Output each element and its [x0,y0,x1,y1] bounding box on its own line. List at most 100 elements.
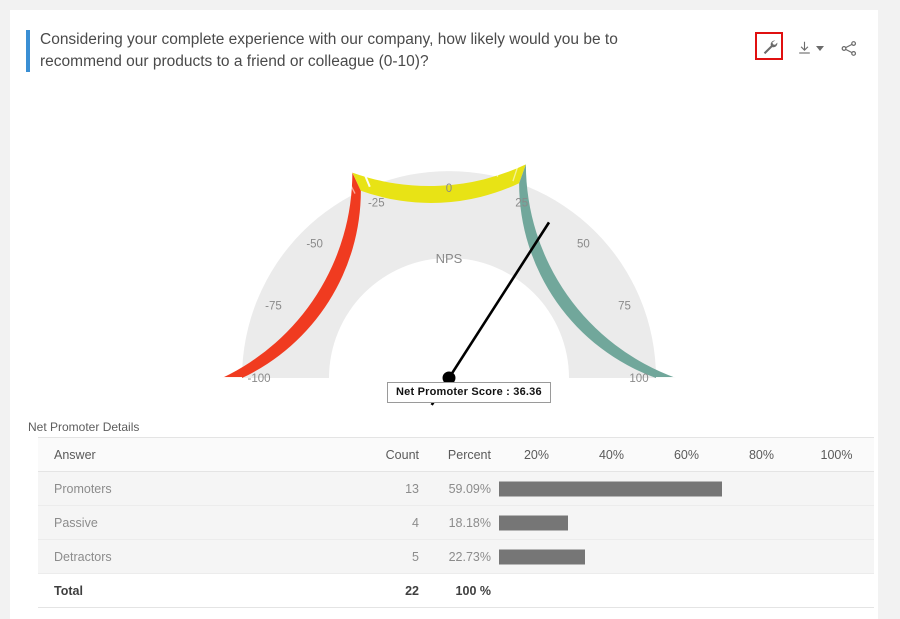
cell-answer: Passive [38,505,344,540]
gauge-tick [301,204,316,222]
details-label: Net Promoter Details [28,420,140,434]
gauge-tick [222,359,243,363]
column-header-count: Count [344,437,419,472]
gauge-needle-hub [442,371,456,385]
table-row: Detractors 5 22.73% [38,539,874,574]
gauge-promoter-band [519,164,676,378]
gauge-tick [255,258,273,271]
gauge-tick [480,153,486,174]
gauge-tick-label: -50 [306,239,323,251]
gauge-tick [238,290,259,300]
gauge-tick [655,359,676,363]
column-header-80: 80% [724,437,799,472]
gauge-tick [464,151,468,172]
gauge-tick [633,274,652,285]
percent-bar [499,549,585,564]
column-header-20: 20% [499,437,574,472]
gauge-tick [228,324,248,331]
gauge-svg: -100 -75 -50 -25 0 25 50 75 100 NPS [222,151,676,406]
gauge-tick [345,175,356,194]
question-header: Considering your complete experience wit… [10,10,878,88]
cell-bar [499,539,874,574]
download-icon [799,41,810,54]
table-row: Promoters 13 59.09% [38,471,874,506]
gauge-tick [287,216,304,233]
download-button[interactable] [797,32,824,62]
nps-gauge: -100 -75 -50 -25 0 25 50 75 100 NPS Net Promoter… [10,88,878,413]
gauge-tick [570,193,583,211]
gauge-tick [329,184,342,202]
cell-bar [499,505,874,540]
gauge-tick [542,175,553,194]
gauge-center-label: NPS [436,251,463,266]
gauge-tick [594,216,611,233]
table-row-total: Total 22 100 % [38,573,874,608]
gauge-tick [639,290,660,300]
gauge-tick [246,274,265,285]
cell-answer: Promoters [38,471,344,506]
cell-count: 13 [344,471,419,506]
cell-total-label: Total [38,573,344,608]
gauge-tick [582,204,597,222]
gauge-tick [430,151,434,172]
page-title: Considering your complete experience wit… [40,31,618,70]
share-button[interactable] [838,32,860,62]
column-header-answer: Answer [38,437,344,472]
gauge-tick [556,184,569,202]
gauge-tick [605,230,623,245]
report-card: Considering your complete experience wit… [10,10,878,619]
chart-toolbar [755,32,860,62]
percent-bar [499,515,568,530]
gauge-tick [395,157,402,177]
gauge-tick [361,167,371,188]
gauge-tick [378,161,386,182]
gauge-tick [224,341,245,347]
nps-details-table: Answer Count Percent 20% 40% 60% 80% 100… [38,437,874,608]
gauge-tick [616,244,634,257]
cell-total-percent: 100 % [419,573,499,608]
share-icon [841,40,857,56]
table-body: Promoters 13 59.09% Passive 4 18.18% Detractor… [38,471,874,608]
gauge-tick [650,324,670,331]
gauge-tick [412,153,418,174]
column-header-60: 60% [649,437,724,472]
table-row: Passive 4 18.18% [38,505,874,540]
gauge-tick-label: 75 [618,300,631,312]
gauge-tick-label: 25 [515,197,528,209]
gauge-tick-label: -100 [247,373,270,385]
gauge-tick [232,307,253,315]
gauge-tick [512,161,520,182]
cell-percent: 22.73% [419,539,499,574]
gauge-tick [315,193,328,211]
gauge-tick [527,167,537,188]
column-header-100: 100% [799,437,874,472]
gauge-value-tooltip: Net Promoter Score : 36.36 [387,382,551,403]
wrench-glyph [763,39,777,54]
gauge-tick [645,307,666,315]
gauge-passive-band [352,164,526,203]
gauge-tick [625,258,643,271]
cell-answer: Detractors [38,539,344,574]
accent-bar [26,30,30,72]
cell-bar [499,471,874,506]
gauge-tick-label: 0 [446,183,452,195]
cell-percent: 18.18% [419,505,499,540]
gauge-tick [496,157,503,177]
table-header: Answer Count Percent 20% 40% 60% 80% 100… [38,437,874,472]
gauge-tick-label: -75 [265,300,282,312]
gauge-tick [264,244,282,257]
wrench-icon[interactable] [755,32,783,60]
percent-bar [499,481,723,496]
chevron-down-icon [816,45,824,51]
gauge-tick [275,230,293,245]
gauge-track [242,171,656,378]
table-header-row: Answer Count Percent 20% 40% 60% 80% 100… [38,437,874,472]
column-header-40: 40% [574,437,649,472]
cell-count: 5 [344,539,419,574]
cell-count: 4 [344,505,419,540]
gauge-tick-label: 100 [629,373,648,385]
cell-total-bar [499,573,874,608]
cell-total-count: 22 [344,573,419,608]
cell-percent: 59.09% [419,471,499,506]
gauge-tick-label: 50 [577,239,590,251]
